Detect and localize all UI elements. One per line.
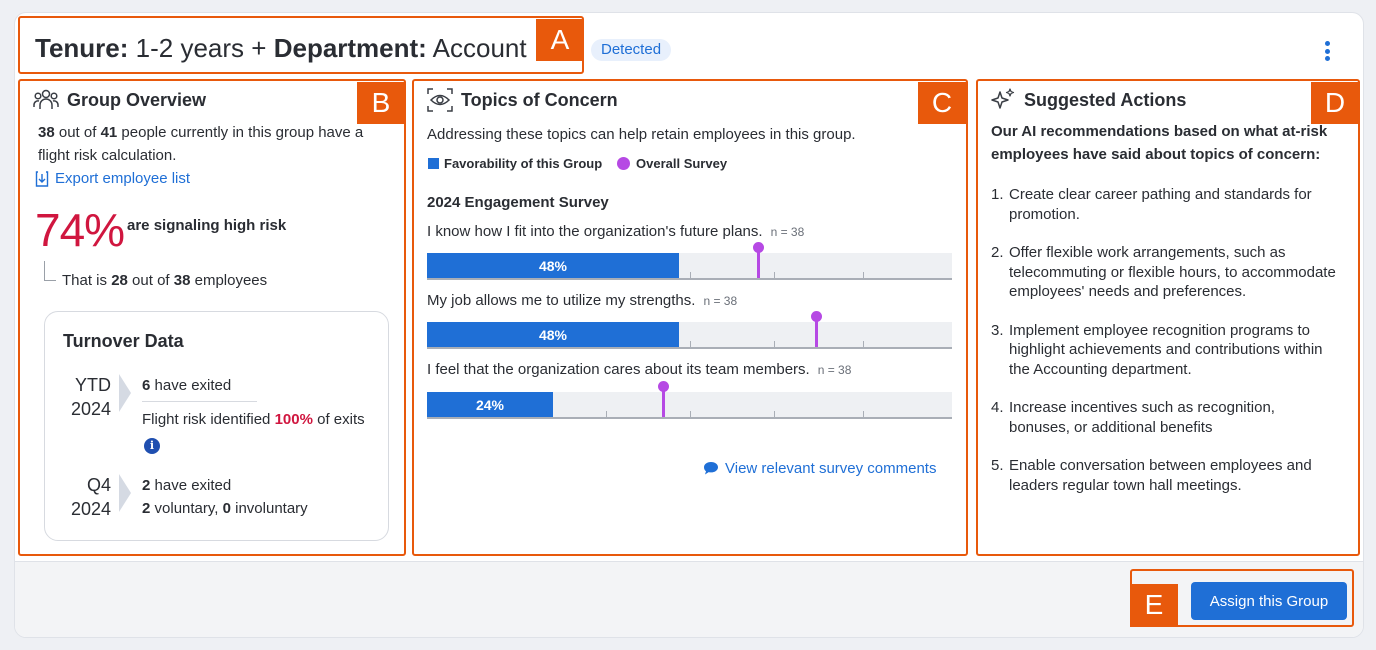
- connector-line: [44, 261, 56, 281]
- period-ytd-label: YTD 2024: [70, 375, 111, 419]
- period-arrow: [119, 374, 131, 412]
- sparkles-icon: [991, 88, 1015, 109]
- question-sample-size: n = 38: [817, 363, 852, 377]
- legend-group-swatch: [428, 158, 439, 169]
- bar-gridline: [606, 411, 607, 417]
- bar-gridline: [690, 341, 691, 347]
- title-plus: +: [251, 33, 267, 63]
- q4-voluntary: 2 voluntary, 0 involuntary: [142, 500, 308, 517]
- tenure-value: 1-2 years: [135, 33, 245, 63]
- turnover-title: Turnover Data: [63, 331, 184, 351]
- divider: [142, 401, 257, 402]
- question-sample-size: n = 38: [703, 294, 738, 308]
- survey-question: I feel that the organization cares about…: [427, 361, 852, 378]
- suggested-intro: Our AI recommendations based on what at-…: [991, 123, 1328, 163]
- suggested-actions-list: 1. Create clear career pathing and standa…: [991, 185, 1336, 514]
- survey-question: My job allows me to utilize my strengths…: [427, 292, 738, 309]
- annotation-label-d: D: [1311, 82, 1359, 124]
- survey-title: 2024 Engagement Survey: [427, 194, 609, 211]
- tenure-key: Tenure:: [35, 33, 129, 63]
- eye-scan-icon: [427, 88, 453, 112]
- at-risk-summary: That is 28 out of 38 employees: [62, 272, 268, 289]
- detected-badge: Detected: [591, 39, 672, 61]
- favorability-bar-fill: 24%: [427, 392, 553, 417]
- suggested-action-item: 5. Enable conversation between employees …: [991, 457, 1312, 494]
- legend-group-label: Favorability of this Group: [444, 156, 603, 171]
- favorability-bar-fill: 48%: [427, 253, 679, 278]
- speech-bubble-icon: [704, 462, 718, 475]
- bar-gridline: [863, 341, 864, 347]
- overall-survey-marker: [752, 242, 764, 278]
- topics-title: Topics of Concern: [427, 88, 618, 112]
- favorability-bar-track: 24%: [427, 381, 952, 419]
- annotation-box-b: [18, 79, 406, 556]
- department-key: Department:: [273, 33, 427, 63]
- favorability-bar-track: 48%: [427, 242, 952, 280]
- period-arrow: [119, 474, 131, 512]
- bar-gridline: [774, 341, 775, 347]
- bar-gridline: [774, 272, 775, 278]
- group-overview-title: Group Overview: [33, 88, 206, 112]
- kebab-menu-icon[interactable]: [1315, 39, 1339, 63]
- group-count-text: 38 out of 41 people currently in this gr…: [38, 124, 364, 164]
- annotation-label-b: B: [357, 82, 405, 124]
- page-title: Tenure: 1-2 years + Department: Account: [35, 33, 527, 64]
- view-survey-comments-link[interactable]: View relevant survey comments: [703, 457, 936, 480]
- favorability-bar-track: 48%: [427, 311, 952, 349]
- ytd-exited: 6 have exited: [142, 377, 232, 394]
- suggested-action-item: 4. Increase incentives such as recognitio…: [991, 399, 1275, 436]
- department-value: Account: [432, 33, 527, 63]
- turnover-data-box: Turnover Data YTD 2024 6 have exited Fli…: [44, 311, 389, 541]
- topics-description: Addressing these topics can help retain …: [427, 126, 856, 143]
- export-employee-list-link[interactable]: Export employee list: [35, 167, 190, 190]
- suggested-action-item: 1. Create clear career pathing and standa…: [991, 186, 1312, 223]
- suggested-action-item: 2. Offer flexible work arrangements, such…: [991, 244, 1336, 300]
- bar-gridline: [863, 411, 864, 417]
- assign-group-button[interactable]: Assign this Group: [1191, 582, 1347, 620]
- legend-overall-swatch: [617, 157, 630, 170]
- legend-overall-label: Overall Survey: [636, 156, 728, 171]
- overall-survey-marker: [658, 381, 670, 417]
- favorability-bar-fill: 48%: [427, 322, 679, 347]
- annotation-box-a: [18, 16, 584, 74]
- ytd-flight-risk: Flight risk identified 100% of exits i: [142, 411, 365, 454]
- people-group-icon: [33, 89, 59, 109]
- annotation-label-e: E: [1130, 584, 1178, 627]
- annotation-label-a: A: [536, 19, 584, 61]
- bar-gridline: [863, 272, 864, 278]
- bar-gridline: [690, 272, 691, 278]
- annotation-box-d: [976, 79, 1360, 556]
- survey-question: I know how I fit into the organization's…: [427, 223, 805, 240]
- annotation-label-c: C: [918, 82, 966, 124]
- high-risk-label: are signaling high risk: [127, 217, 287, 234]
- bar-gridline: [690, 411, 691, 417]
- q4-exited: 2 have exited: [142, 477, 232, 494]
- question-sample-size: n = 38: [770, 225, 805, 239]
- info-icon[interactable]: i: [144, 438, 160, 454]
- annotation-box-c: [412, 79, 968, 556]
- overall-survey-marker: [810, 311, 822, 347]
- bar-gridline: [774, 411, 775, 417]
- download-icon: [35, 170, 49, 187]
- period-q4-label: Q4 2024: [70, 475, 111, 519]
- high-risk-percent: 74%: [35, 204, 125, 256]
- suggested-actions-title: Suggested Actions: [990, 88, 1186, 112]
- suggested-action-item: 3. Implement employee recognition program…: [991, 321, 1323, 378]
